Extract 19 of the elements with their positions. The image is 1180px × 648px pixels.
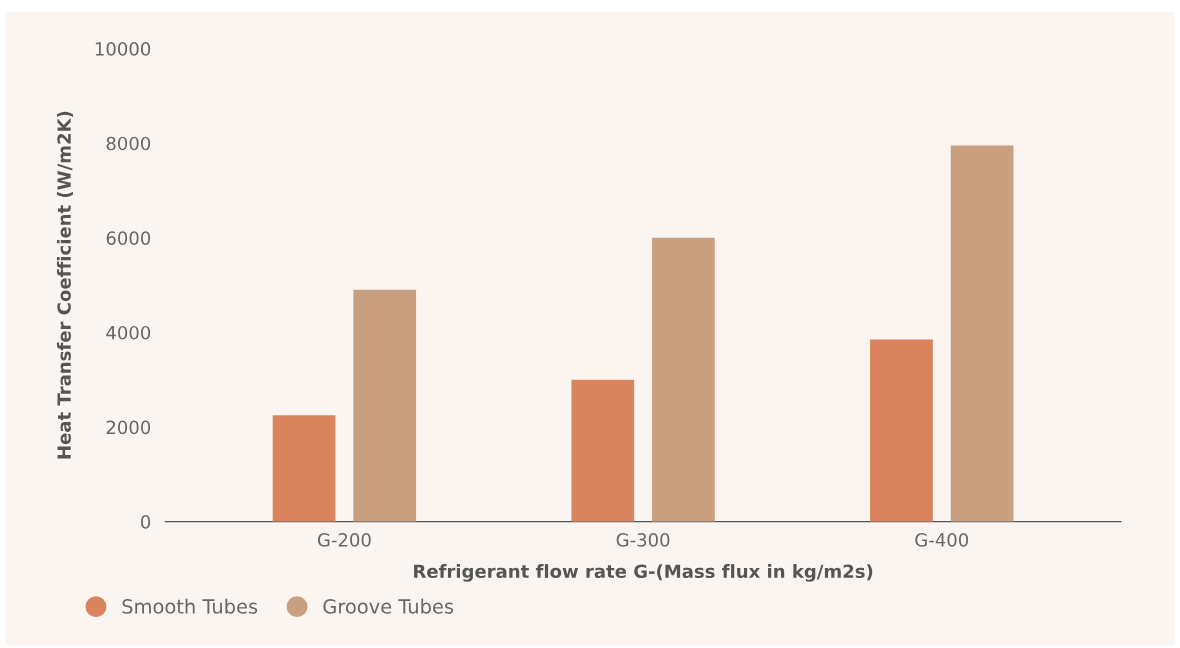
y-axis-title: Heat Transfer Coefficient (W/m2K) (56, 111, 74, 459)
legend-label: Groove Tubes (323, 598, 454, 614)
bar (870, 339, 933, 522)
bar (353, 289, 417, 522)
bar (950, 145, 1014, 522)
x-tick-label: G-200 (317, 533, 371, 547)
bar (652, 237, 715, 522)
y-tick-label: 6000 (106, 231, 151, 245)
legend-label: Smooth Tubes (122, 598, 258, 614)
y-tick-label: 2000 (106, 420, 151, 435)
y-tick-label: 8000 (106, 136, 151, 151)
y-tick-label: 4000 (106, 325, 151, 340)
y-tick-label: 0 (141, 515, 151, 529)
x-tick-label: G-300 (616, 533, 670, 547)
bar (272, 415, 336, 522)
x-tick-label: G-400 (915, 533, 969, 547)
y-tick-label: 10000 (95, 42, 151, 56)
x-axis-title: Refrigerant flow rate G-(Mass flux in kg/m2s) (414, 564, 873, 582)
bar (571, 379, 635, 522)
